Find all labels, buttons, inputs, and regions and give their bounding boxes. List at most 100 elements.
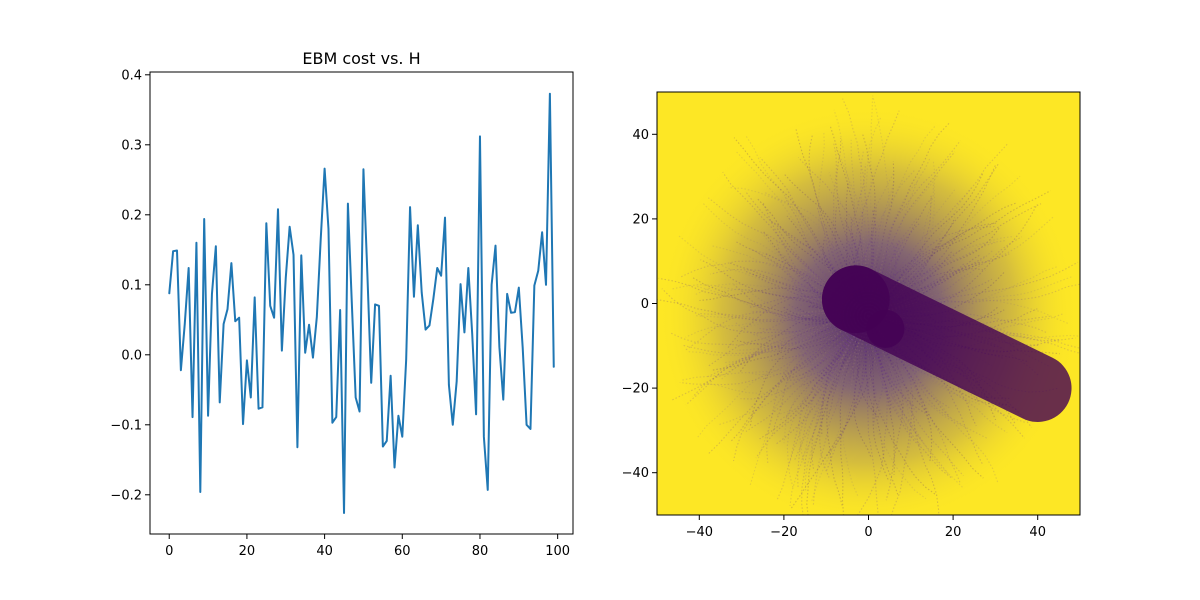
data-point [526, 424, 528, 426]
trajectory [657, 298, 869, 322]
data-point [440, 275, 442, 277]
x-tick-label: 20 [945, 525, 962, 540]
data-point [180, 369, 182, 371]
y-tick-label: 0.4 [121, 68, 142, 83]
data-point [413, 296, 415, 298]
data-point [273, 317, 275, 319]
trajectory [868, 240, 1006, 317]
trajectory [861, 221, 879, 317]
trajectory [749, 315, 869, 486]
trajectory [833, 316, 870, 362]
trajectory [816, 315, 869, 401]
y-tick-label: 0.3 [121, 138, 142, 153]
data-point [518, 287, 520, 289]
trajectory [867, 316, 964, 489]
trajectory [789, 315, 869, 506]
trajectory [867, 241, 900, 317]
trajectory [868, 226, 995, 317]
data-point [401, 436, 403, 438]
line-chart-panel: EBM cost vs. H 0 20 40 60 80 100 −0.2 −0.1 0.0 0… [110, 49, 574, 559]
trajectory [797, 315, 869, 489]
data-point [184, 323, 186, 325]
x-tick-label: 80 [472, 544, 489, 559]
data-point [211, 293, 213, 295]
heatmap-panel: −40 −20 0 20 40 −40 −20 0 20 40 [622, 91, 1081, 540]
trajectory [817, 131, 869, 317]
data-point [351, 301, 353, 303]
trajectory [756, 198, 869, 317]
trajectory [755, 315, 869, 459]
trajectory [831, 143, 869, 317]
data-point [370, 382, 372, 384]
trajectory [797, 315, 869, 375]
data-point [529, 428, 531, 430]
trajectory [859, 168, 916, 317]
trajectory [722, 171, 869, 317]
trajectory [774, 316, 870, 416]
data-point [223, 323, 225, 325]
data-point [176, 250, 178, 251]
heatmap-y-axis: −40 −20 0 20 40 [622, 128, 657, 481]
data-point [479, 135, 481, 137]
trajectory [811, 316, 870, 502]
data-point [397, 415, 399, 417]
y-tick-label: 40 [632, 128, 649, 143]
trajectory [853, 239, 870, 317]
trajectory [685, 315, 869, 406]
trajectory [862, 134, 876, 317]
trajectory [862, 258, 874, 317]
x-tick-label: −40 [686, 525, 713, 540]
trajectory [868, 175, 1021, 317]
data-point [409, 206, 411, 208]
trajectory [868, 172, 984, 317]
data-point [382, 446, 384, 447]
trajectory [801, 315, 869, 515]
trajectory [794, 316, 870, 461]
trajectory [826, 316, 870, 507]
trajectory [868, 299, 1069, 325]
data-point [347, 203, 349, 205]
data-point [195, 242, 197, 244]
trajectory [762, 202, 869, 317]
data-point [312, 357, 314, 359]
trajectory [867, 315, 892, 413]
data-point [261, 406, 263, 408]
data-point [339, 309, 341, 311]
data-point [456, 380, 458, 382]
data-point [405, 359, 407, 361]
x-tick-label: 0 [165, 544, 173, 559]
data-point [219, 401, 221, 403]
data-point [355, 397, 357, 398]
series-line [168, 92, 555, 514]
data-point [386, 440, 388, 442]
line-plot-area [168, 92, 555, 514]
y-axis: −0.2 −0.1 0.0 0.1 0.2 0.3 0.4 [110, 68, 150, 503]
data-point [203, 218, 205, 220]
trajectory [867, 316, 909, 430]
trajectory [855, 197, 869, 317]
trajectory [868, 190, 1051, 317]
data-point [327, 228, 329, 230]
trajectory [751, 249, 869, 317]
trajectory [868, 273, 975, 317]
heatmap-x-axis: −40 −20 0 20 40 [686, 515, 1046, 540]
data-point [362, 168, 364, 170]
data-point [300, 254, 302, 256]
trajectory [868, 297, 985, 317]
y-tick-label: 0.0 [121, 348, 142, 363]
data-point [238, 317, 240, 319]
data-point [277, 208, 279, 210]
trajectory [868, 315, 919, 374]
trajectory [798, 315, 869, 465]
y-tick-label: 0 [641, 297, 649, 312]
data-point [242, 423, 244, 425]
data-point [394, 467, 396, 468]
data-point [366, 272, 368, 274]
data-point [285, 277, 287, 279]
data-point [436, 267, 438, 269]
trajectory [732, 315, 869, 462]
y-tick-label: −0.2 [110, 488, 142, 503]
data-point [553, 366, 555, 368]
trajectory [819, 315, 869, 478]
